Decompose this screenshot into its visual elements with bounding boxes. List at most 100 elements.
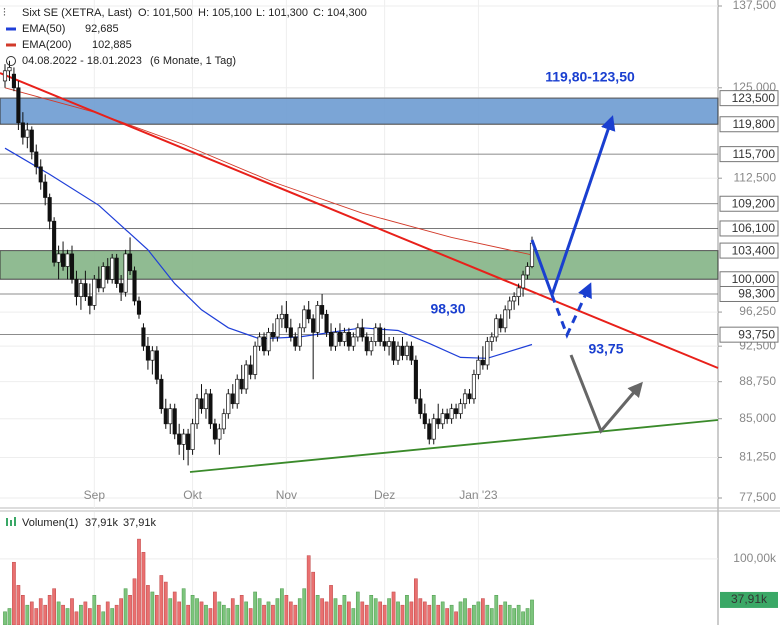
ohlc: O: 101,500 — [138, 7, 192, 19]
volume-bar — [275, 598, 280, 625]
candle-body — [110, 257, 115, 280]
candle — [391, 336, 396, 365]
candle-body — [154, 350, 159, 380]
date-range: 04.08.2022 - 18.01.2023 — [22, 55, 142, 67]
volume-bar — [56, 601, 61, 625]
volume-bar — [369, 595, 374, 625]
candle — [132, 266, 137, 306]
volume-bar — [476, 601, 481, 625]
candle — [110, 253, 115, 284]
candle — [217, 423, 222, 455]
candle — [212, 418, 217, 445]
candle — [248, 355, 253, 380]
x-tick-label: Jan '23 — [459, 488, 498, 502]
volume-bar — [235, 604, 240, 625]
candle-body — [186, 433, 191, 450]
candle — [52, 217, 57, 267]
candle-body — [226, 393, 231, 415]
candle — [199, 384, 204, 414]
volume-bar — [297, 598, 302, 625]
volume-bar — [262, 604, 266, 625]
volume-bar — [217, 601, 222, 625]
volume-bar — [154, 595, 159, 625]
volume-bar — [248, 608, 253, 625]
volume-bar — [351, 608, 356, 625]
volume-bar — [382, 604, 387, 625]
volume-bar — [338, 604, 342, 625]
candle-body — [69, 253, 75, 280]
gray-arrow — [569, 354, 643, 434]
candle-body — [248, 364, 253, 375]
candle — [159, 374, 164, 414]
candle-body — [221, 413, 226, 430]
candle — [436, 403, 441, 429]
candle — [244, 360, 249, 394]
candle-body — [141, 327, 146, 347]
candle-body — [34, 151, 39, 168]
volume-bar — [208, 608, 213, 625]
volume-bar — [21, 595, 25, 625]
volume-bar — [150, 591, 155, 625]
volume-bar — [489, 608, 494, 625]
candle-body — [136, 300, 142, 315]
candle-body — [261, 336, 267, 352]
volume-icon — [14, 517, 16, 526]
candle-body — [471, 374, 476, 400]
candle — [288, 318, 293, 342]
candle — [440, 408, 445, 429]
instrument: Sixt SE (XETRA, Last) — [22, 7, 132, 19]
volume-bar — [239, 595, 244, 625]
volume-bar — [342, 595, 347, 625]
candle-body — [360, 327, 365, 338]
annotation: 93,75 — [588, 341, 623, 357]
ohlc: L: 101,300 — [256, 7, 308, 19]
candle-body — [275, 318, 280, 338]
volume-bar — [378, 601, 383, 625]
candle-body — [29, 129, 34, 153]
volume-bar — [74, 611, 79, 625]
candle — [145, 336, 150, 370]
candle — [29, 126, 34, 160]
volume-bar — [302, 588, 307, 625]
y-tick-label: 77,500 — [739, 490, 776, 504]
volume-bar — [431, 595, 436, 625]
candle — [494, 314, 499, 342]
volume-bar — [284, 595, 289, 625]
volume-bar — [83, 601, 88, 625]
volume-bar — [79, 604, 83, 625]
candle — [395, 341, 401, 365]
candle-body — [119, 283, 124, 293]
candle-body — [297, 327, 302, 347]
icon: ⫶ — [3, 7, 6, 19]
candle-body — [427, 423, 432, 440]
volume-bar — [324, 601, 329, 625]
candle — [449, 403, 454, 424]
candle-body — [7, 67, 12, 72]
candle — [20, 112, 25, 145]
candle-body — [342, 332, 347, 342]
candle-body — [78, 283, 83, 297]
candle — [284, 300, 289, 333]
candle — [123, 249, 128, 297]
candle — [387, 336, 392, 356]
volume-bar — [463, 598, 467, 625]
x-tick-label: Okt — [183, 488, 202, 502]
candle — [525, 262, 530, 280]
volume-bar — [47, 595, 52, 625]
candle — [177, 423, 182, 455]
candle — [445, 408, 450, 424]
level-box — [719, 242, 779, 259]
volume-bar — [507, 604, 512, 625]
volume-bar — [257, 598, 262, 625]
volume-bar — [146, 585, 150, 625]
volume-bar — [329, 585, 333, 625]
level-label: 100,000 — [732, 272, 776, 286]
candle-body — [114, 257, 119, 284]
candle — [364, 332, 369, 356]
candle — [306, 300, 311, 324]
volume-bar — [70, 598, 74, 625]
volume-bar — [387, 598, 391, 625]
candle — [378, 323, 383, 347]
volume-bar — [472, 604, 476, 625]
candle-body — [208, 393, 213, 425]
